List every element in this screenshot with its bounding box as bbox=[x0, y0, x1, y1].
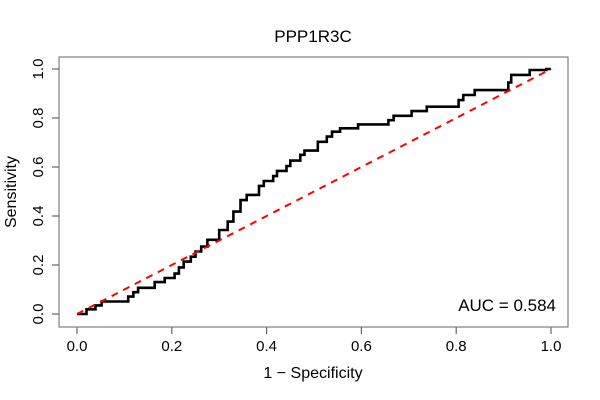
x-tick-label: 0.2 bbox=[161, 338, 182, 355]
x-tick-label: 0.4 bbox=[256, 338, 277, 355]
auc-annotation: AUC = 0.584 bbox=[458, 296, 556, 315]
x-axis-title: 1 − Specificity bbox=[263, 365, 362, 382]
y-tick-label: 0.8 bbox=[30, 108, 47, 129]
x-tick-label: 0.0 bbox=[67, 338, 88, 355]
chart-series bbox=[76, 67, 552, 316]
roc-curve bbox=[77, 67, 551, 316]
y-tick-label: 0.0 bbox=[30, 304, 47, 325]
y-tick-label: 0.4 bbox=[30, 206, 47, 227]
x-tick-label: 0.6 bbox=[351, 338, 372, 355]
x-tick-label: 0.8 bbox=[446, 338, 467, 355]
y-tick-label: 0.6 bbox=[30, 157, 47, 178]
y-axis-title: Sensitivity bbox=[3, 156, 20, 228]
plot-title: PPP1R3C bbox=[274, 27, 351, 46]
plot-frame bbox=[58, 56, 569, 328]
y-tick-label: 1.0 bbox=[30, 59, 47, 80]
diagonal-reference-line bbox=[76, 68, 552, 315]
x-tick-label: 1.0 bbox=[541, 338, 562, 355]
y-tick-label: 0.2 bbox=[30, 255, 47, 276]
axis-ticks: 0.0 0.2 0.4 0.6 0.8 1.0 0.0 0.2 0.4 0.6 0.8 1.0 bbox=[30, 59, 561, 355]
